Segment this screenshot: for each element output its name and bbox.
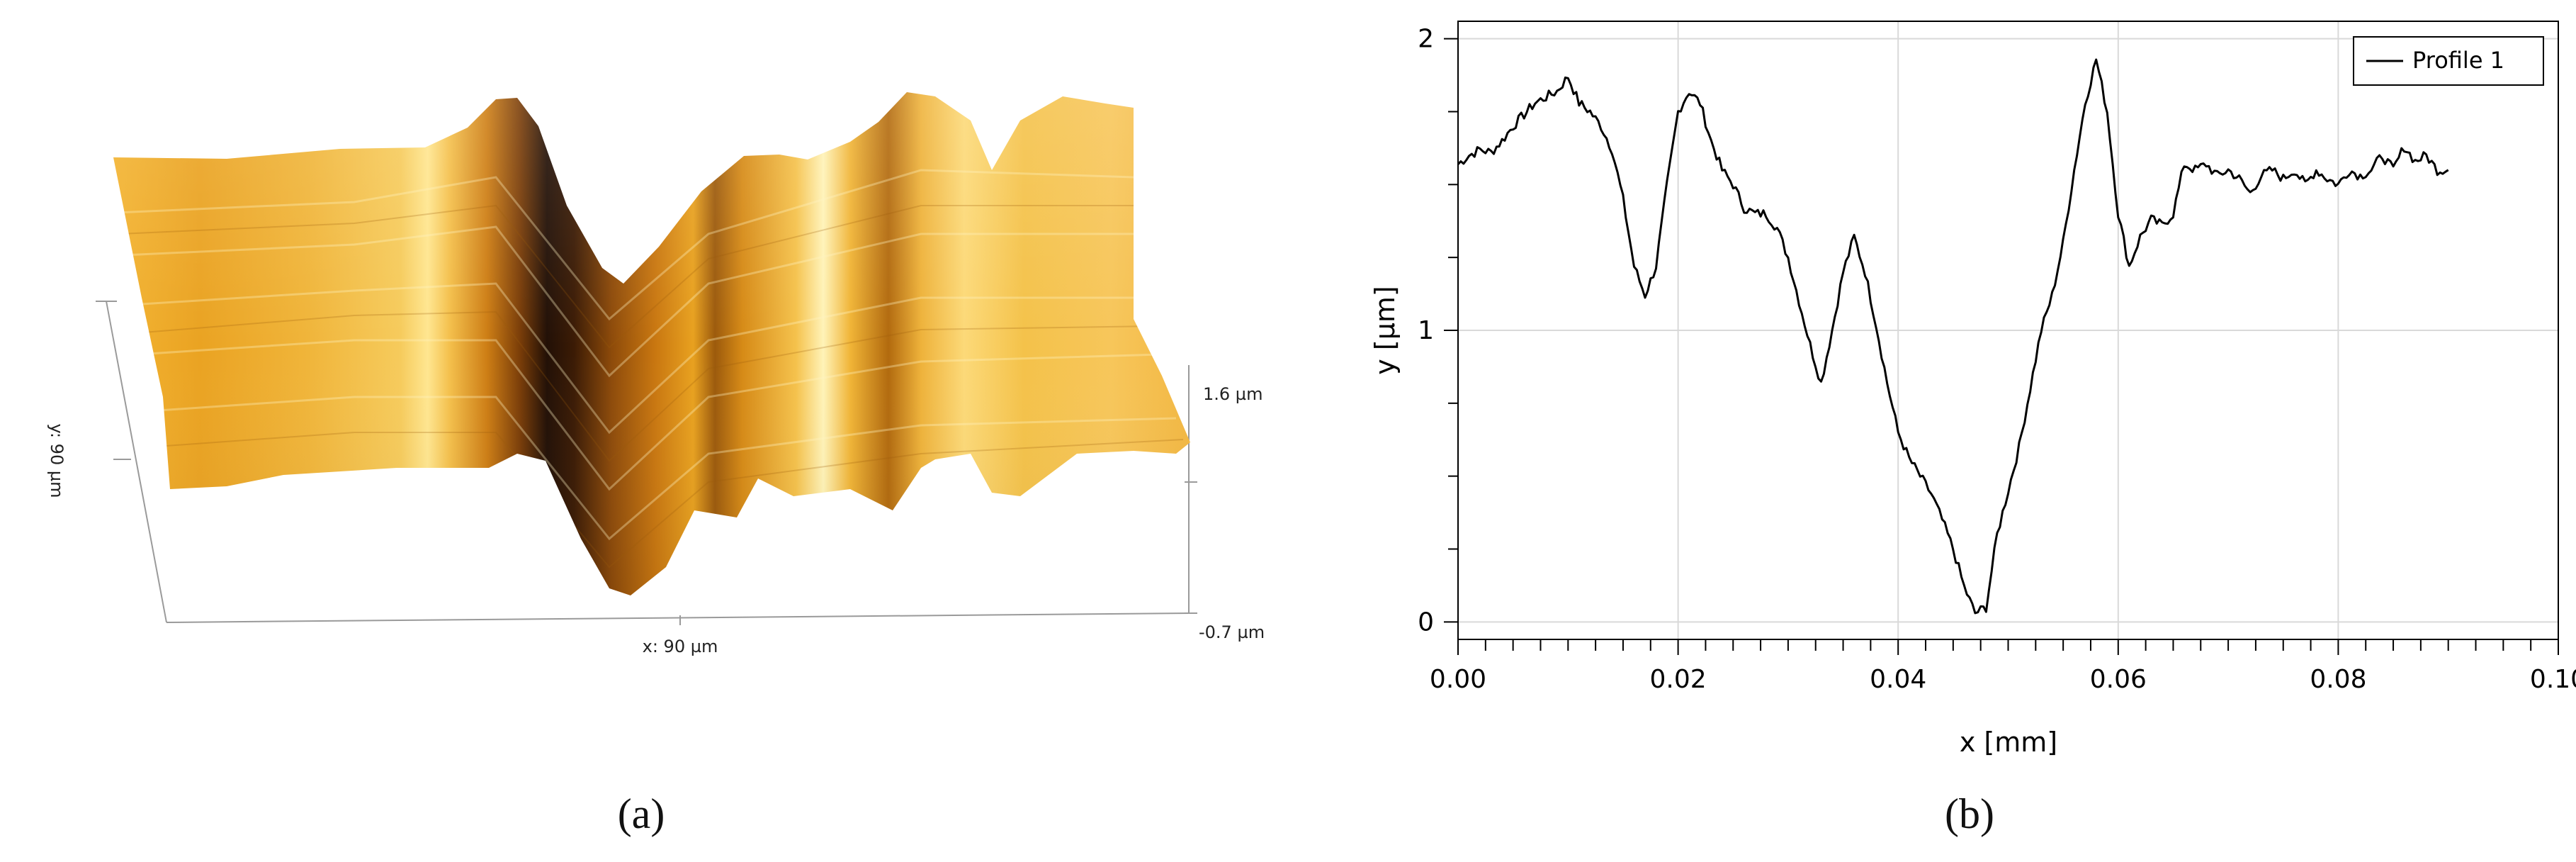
x-tick-label: 0.00	[1430, 665, 1486, 694]
legend-entry: Profile 1	[2412, 47, 2504, 74]
x-tick-label: 0.10	[2530, 665, 2576, 694]
surface-mesh	[113, 92, 1190, 595]
x-tick-label: 0.08	[2310, 665, 2366, 694]
x-axis-label: x: 90 µm	[643, 637, 718, 656]
x-tick-label: 0.06	[2090, 665, 2147, 694]
caption-b: (b)	[1945, 790, 1994, 837]
caption-a: (a)	[618, 790, 665, 837]
y-tick-label: 2	[1418, 25, 1434, 54]
axis-ticks: 0.00 0.02 0.04 0.06 0.08 0.10 0 1 2	[1418, 25, 2576, 694]
x-tick-label: 0.04	[1870, 665, 1926, 694]
x-axis-line	[166, 612, 1191, 623]
y-axis-label: y [µm]	[1369, 286, 1401, 374]
y-axis-label: y: 90 µm	[47, 424, 67, 498]
z-max-label: 1.6 µm	[1203, 384, 1262, 404]
z-min-label: -0.7 µm	[1199, 622, 1265, 642]
line-profile-panel: 0.00 0.02 0.04 0.06 0.08 0.10 0 1 2 Profile 1 x …	[1369, 21, 2576, 837]
surface-striations-dark	[120, 204, 1184, 569]
surface-shading	[113, 92, 1190, 595]
x-tick-label: 0.02	[1650, 665, 1707, 694]
y-axis-line	[106, 301, 167, 623]
surface-striations	[116, 169, 1177, 541]
series-line	[1457, 58, 2449, 615]
y-tick-label: 0	[1418, 608, 1434, 637]
y-tick-label: 1	[1418, 316, 1434, 345]
series-layer	[1457, 58, 2449, 615]
legend: Profile 1	[2353, 36, 2544, 86]
afm-3d-surface-panel: x: 90 µm y: 90 µm 1.6 µm -0.7 µm (a)	[47, 92, 1265, 837]
grid	[1458, 21, 2558, 639]
x-axis-label: x [mm]	[1960, 727, 2057, 758]
